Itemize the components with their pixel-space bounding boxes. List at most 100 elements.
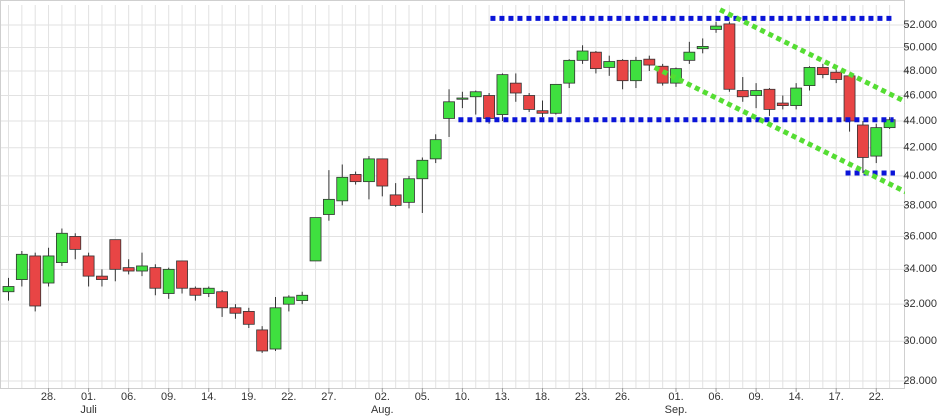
candle-body [29, 255, 42, 307]
candle-body [536, 110, 549, 114]
month-label: Juli [80, 404, 97, 416]
plot-area [0, 0, 905, 389]
x-tick-label: 18. [535, 391, 550, 403]
y-tick-label: 38.000 [903, 199, 937, 211]
candle-body [576, 50, 589, 61]
candle-body [429, 139, 442, 160]
candle-body [763, 88, 776, 110]
candle-body [483, 95, 496, 119]
candle-body [256, 329, 269, 352]
candle-body [816, 67, 829, 76]
x-tick-label: 23. [575, 391, 590, 403]
x-tick-label: 26. [615, 391, 630, 403]
candle-body [149, 267, 162, 289]
candle-body [416, 159, 429, 180]
candle-body [630, 59, 642, 82]
x-tick-label: 27. [321, 391, 336, 403]
candle-body [870, 127, 883, 157]
candle-body [162, 268, 175, 294]
candle-body [469, 91, 482, 98]
candle-body [603, 61, 616, 68]
candle-body [456, 97, 469, 100]
candle-body [857, 124, 869, 158]
candle-body [69, 236, 82, 250]
candle-body [2, 286, 15, 293]
candle-body [616, 59, 629, 82]
y-tick-label: 28.000 [903, 375, 937, 387]
trend-line [718, 7, 905, 105]
x-tick-label: 01. [81, 391, 96, 403]
candle-body [176, 260, 188, 289]
candle-body [643, 58, 656, 66]
candle-body [496, 74, 509, 115]
y-tick-label: 42.000 [903, 142, 937, 154]
x-tick-label: 13. [495, 391, 510, 403]
x-tick-label: 14. [789, 391, 804, 403]
candle-body [389, 194, 402, 206]
candle-body [883, 119, 896, 129]
candle-body [549, 83, 562, 114]
candle-body [122, 267, 135, 272]
x-tick-label: 06. [121, 391, 136, 403]
x-tick-label: 22. [869, 391, 884, 403]
x-tick-label: 14. [201, 391, 216, 403]
y-tick-label: 30.000 [903, 335, 937, 347]
x-tick-label: 28. [41, 391, 56, 403]
x-tick-label: 05. [415, 391, 430, 403]
candle-body [723, 23, 736, 90]
candle-body [349, 174, 362, 183]
candle-body [776, 102, 789, 106]
x-tick-label: 06. [708, 391, 723, 403]
x-tick-label: 09. [161, 391, 176, 403]
candle-body [403, 178, 415, 203]
candle-body [843, 75, 856, 122]
candle-body [309, 217, 322, 262]
x-tick-label: 01. [668, 391, 683, 403]
y-tick-label: 36.000 [903, 230, 937, 242]
candle-body [189, 287, 202, 296]
candle-body [710, 25, 722, 30]
y-tick-label: 52.000 [903, 19, 937, 31]
candle-body [15, 253, 28, 280]
candle-body [656, 65, 669, 84]
x-tick-label: 09. [748, 391, 763, 403]
x-tick-label: 22. [281, 391, 296, 403]
candle-body [322, 198, 335, 215]
candle-body [96, 275, 108, 280]
candle-body [136, 265, 148, 272]
x-tick-label: 10. [455, 391, 470, 403]
x-tick-label: 17. [829, 391, 844, 403]
candle-body [590, 51, 602, 70]
candle-body [509, 82, 522, 94]
y-tick-label: 50.000 [903, 41, 937, 53]
candle-body [563, 59, 576, 84]
trend-line [653, 65, 905, 195]
month-label: Aug. [371, 404, 394, 416]
candle-body [830, 71, 843, 80]
candle-body [42, 255, 55, 284]
candle-body [202, 287, 215, 294]
y-tick-label: 46.000 [903, 89, 937, 101]
candle-body [790, 87, 803, 106]
candle-body [296, 294, 309, 302]
candle-body [216, 291, 229, 309]
y-tick-label: 34.000 [903, 263, 937, 275]
candle-body [523, 95, 536, 110]
x-tick-label: 02. [375, 391, 390, 403]
candle-body [683, 51, 696, 61]
month-label: Sep. [665, 404, 688, 416]
candle-body [242, 311, 255, 325]
candle-body [803, 67, 816, 86]
candle-body [336, 176, 349, 202]
candle-body [443, 101, 455, 119]
candle-body [376, 158, 389, 187]
candle-body [736, 90, 749, 98]
candle-body [56, 232, 68, 263]
candle-body [750, 90, 762, 96]
candle-body [282, 296, 295, 305]
y-tick-label: 44.000 [903, 115, 937, 127]
candle-body [363, 158, 375, 183]
candle-body [269, 307, 282, 350]
